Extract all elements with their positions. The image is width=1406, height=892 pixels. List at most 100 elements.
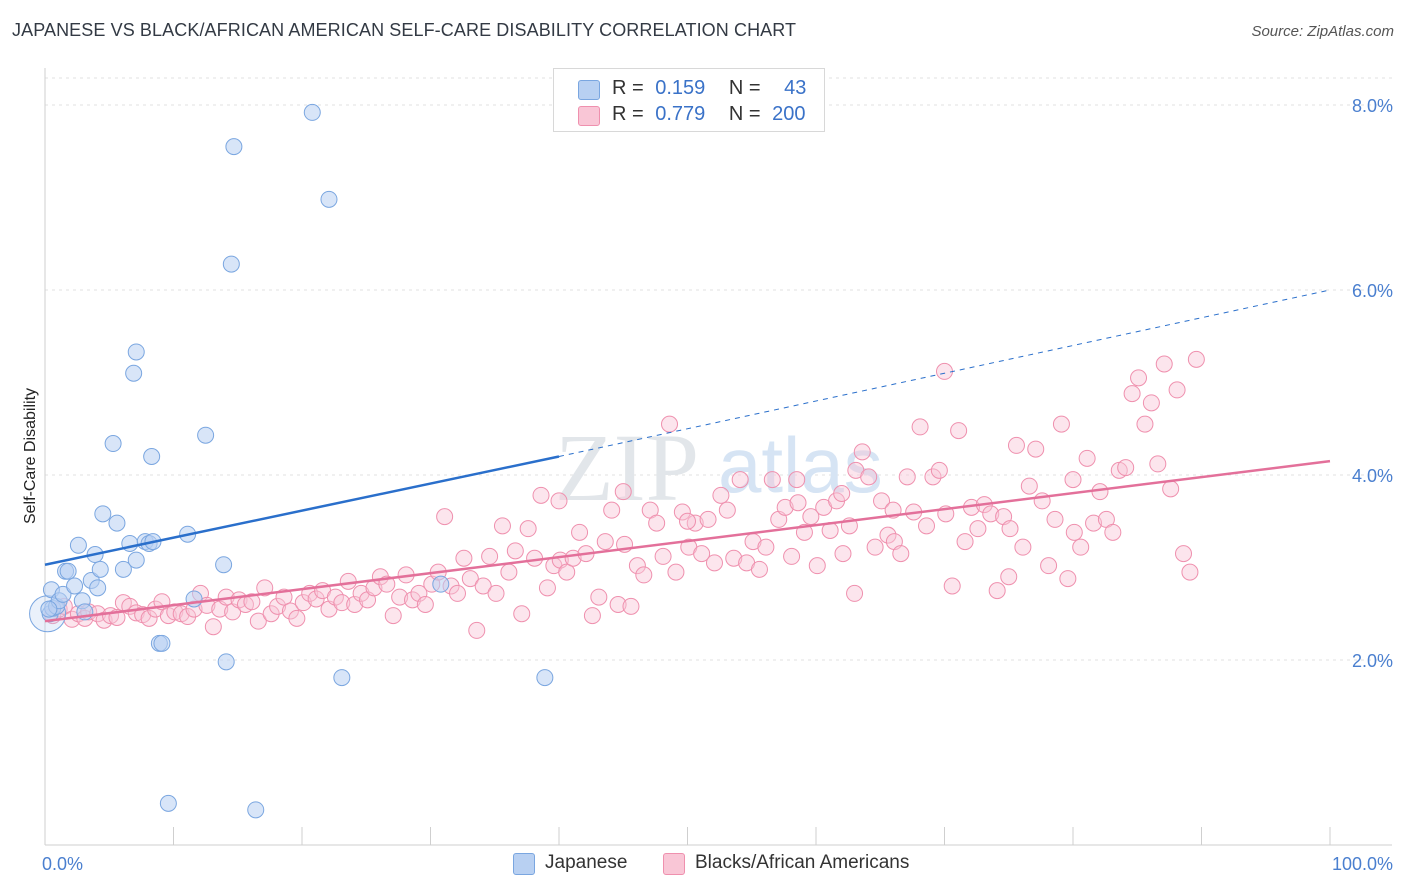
blacks-data-point	[982, 505, 1000, 523]
stats-legend: R = 0.159 N = 43 R = 0.779 N = 200	[553, 68, 825, 132]
japanese-legend-swatch	[513, 853, 535, 875]
blacks-data-point	[1040, 557, 1058, 575]
japanese-data-point	[432, 575, 450, 593]
blacks-data-point	[788, 471, 806, 489]
blacks-data-point	[1117, 459, 1135, 477]
trend-lines	[44, 289, 1331, 623]
blacks-data-point	[269, 597, 287, 615]
blacks-data-point	[1000, 568, 1018, 586]
blacks-data-point	[783, 547, 801, 565]
blacks-data-point	[448, 584, 466, 602]
blacks-data-point	[705, 554, 723, 572]
blacks-legend-label: Blacks/African Americans	[695, 852, 910, 873]
blacks-data-point	[1149, 455, 1167, 473]
blacks-data-point	[1020, 477, 1038, 495]
blacks-data-point	[461, 570, 479, 588]
blacks-data-point	[468, 621, 486, 639]
blacks-data-point	[288, 609, 306, 627]
blacks-data-point	[988, 582, 1006, 600]
watermark-zip: ZIP	[555, 414, 699, 521]
blacks-data-point	[898, 468, 916, 486]
blacks-data-point	[679, 512, 696, 530]
tick-labels: 2.0% 4.0% 6.0% 8.0% 0.0% 100.0%	[42, 96, 1393, 874]
x-tick-label: 0.0%	[42, 854, 83, 874]
blacks-data-point	[635, 566, 653, 584]
blacks-data-point	[1187, 350, 1205, 368]
watermark-atlas: atlas	[718, 421, 883, 509]
y-axis-label: Self-Care Disability	[22, 388, 39, 524]
blacks-data-point	[571, 523, 589, 541]
blacks-data-point	[614, 483, 632, 501]
blacks-data-point	[918, 517, 936, 535]
japanese-data-point	[94, 505, 112, 523]
r-label: R =	[612, 77, 644, 99]
blacks-data-point	[622, 597, 640, 615]
blacks-legend-swatch	[663, 853, 685, 875]
blacks-data-point	[391, 588, 409, 606]
blacks-data-point	[1155, 355, 1173, 373]
blacks-data-point	[1123, 385, 1141, 403]
blacks-data-point	[410, 584, 428, 602]
blacks-data-point	[404, 591, 422, 609]
blacks-data-point	[352, 584, 370, 602]
blacks-data-point	[789, 494, 807, 512]
blacks-data-point	[1078, 449, 1096, 467]
blacks-data-point	[519, 520, 537, 538]
series-blacks-points	[44, 350, 1205, 639]
blacks-data-point	[943, 577, 961, 595]
blacks-data-point	[667, 563, 685, 581]
blacks-data-point	[550, 492, 568, 510]
blacks-data-point	[243, 593, 261, 611]
blacks-data-point	[648, 514, 666, 532]
blacks-data-point	[1072, 538, 1090, 556]
blacks-data-point	[879, 526, 897, 544]
blacks-data-point	[474, 577, 492, 595]
japanese-data-point	[40, 600, 58, 618]
japanese-data-point	[536, 669, 554, 687]
blacks-data-point	[1052, 415, 1070, 433]
blacks-data-point	[346, 596, 364, 613]
japanese-data-point	[125, 364, 143, 382]
blacks-data-point	[140, 609, 158, 627]
japanese-data-point	[197, 426, 215, 444]
blacks-data-point	[693, 545, 711, 563]
blacks-data-point	[590, 588, 608, 606]
japanese-r-value: 0.159	[655, 77, 706, 99]
japanese-data-point	[217, 653, 235, 671]
blacks-data-point	[1168, 381, 1186, 399]
blacks-data-point	[603, 501, 621, 519]
blacks-data-point	[1181, 563, 1199, 581]
blacks-data-point	[833, 485, 851, 502]
blacks-data-point	[873, 492, 891, 510]
japanese-data-point	[143, 448, 161, 465]
japanese-data-point	[59, 562, 77, 580]
japanese-data-point	[185, 590, 203, 608]
blacks-data-point	[808, 557, 826, 575]
blacks-data-point	[416, 596, 434, 613]
blacks-data-point	[1046, 510, 1064, 528]
blacks-data-point	[1014, 538, 1032, 556]
blacks-data-point	[493, 517, 511, 535]
blacks-data-point	[1065, 523, 1083, 541]
blacks-data-point	[969, 520, 987, 538]
japanese-data-point	[104, 435, 122, 453]
japanese-trend-extension	[558, 289, 1331, 457]
blacks-data-point	[866, 538, 884, 556]
blacks-r-value: 0.779	[655, 103, 706, 125]
blacks-data-point	[1175, 545, 1193, 563]
blacks-data-point	[436, 508, 454, 526]
blacks-data-point	[750, 560, 768, 578]
blacks-data-point	[294, 594, 312, 612]
y-tick-label: 2.0%	[1352, 651, 1393, 671]
blacks-data-point	[860, 468, 878, 486]
japanese-n-value: 43	[784, 77, 807, 99]
blacks-data-point	[487, 584, 505, 602]
n-label: N =	[728, 77, 761, 99]
blacks-data-point	[956, 533, 974, 551]
blacks-data-point	[481, 547, 499, 565]
japanese-data-point	[66, 577, 84, 595]
japanese-data-point	[303, 103, 321, 121]
blacks-data-point	[384, 607, 402, 625]
blacks-data-point	[1136, 415, 1154, 433]
